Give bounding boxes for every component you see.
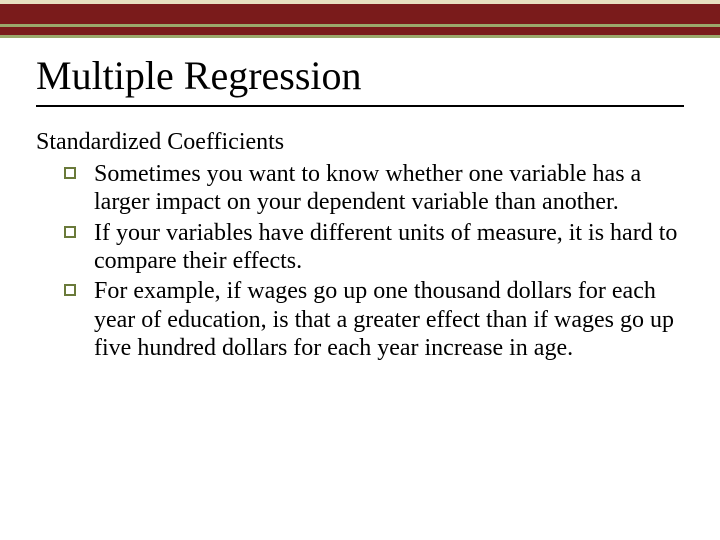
bullet-item: Sometimes you want to know whether one v… [64,160,684,217]
bullet-item: If your variables have different units o… [64,219,684,276]
bullet-item: For example, if wages go up one thousand… [64,277,684,362]
slide-content: Multiple Regression Standardized Coeffic… [0,52,720,362]
decorative-top-band [0,0,720,38]
square-bullet-icon [64,284,76,296]
bullet-list: Sometimes you want to know whether one v… [36,160,684,362]
slide-subtitle: Standardized Coefficients [36,129,684,156]
title-underline [36,105,684,107]
band-stripe [0,27,720,35]
band-stripe [0,35,720,38]
bullet-text: Sometimes you want to know whether one v… [94,161,641,215]
bullet-text: If your variables have different units o… [94,220,677,274]
square-bullet-icon [64,226,76,238]
slide-title: Multiple Regression [36,52,684,99]
square-bullet-icon [64,167,76,179]
bullet-text: For example, if wages go up one thousand… [94,278,674,361]
band-stripe [0,4,720,24]
